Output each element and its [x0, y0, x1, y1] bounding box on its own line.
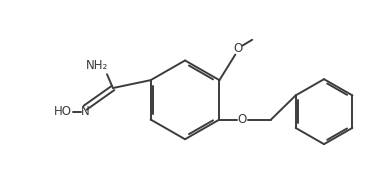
Text: O: O	[238, 113, 247, 126]
Text: O: O	[234, 42, 243, 55]
Text: HO: HO	[54, 105, 72, 118]
Text: N: N	[81, 105, 90, 118]
Text: NH₂: NH₂	[86, 59, 108, 72]
